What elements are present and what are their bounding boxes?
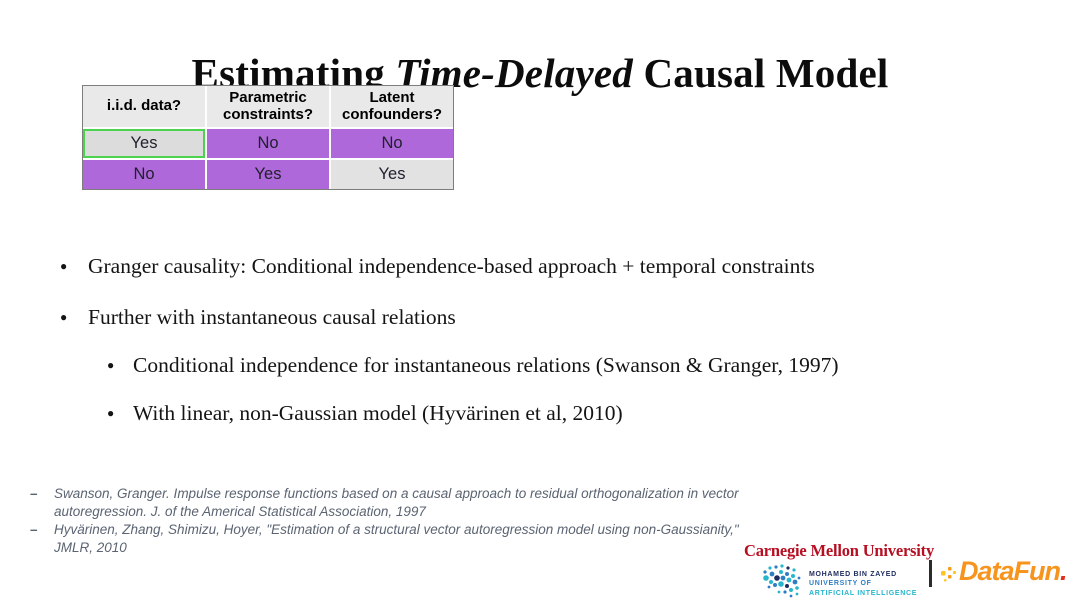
dash-icon: – <box>30 486 38 501</box>
datafun-wordmark: DataFun <box>959 556 1061 586</box>
mbzuai-dots-icon <box>760 563 802 604</box>
dash-icon: – <box>30 522 38 538</box>
slide-title: Estimating Time-Delayed Causal Model <box>0 49 1080 97</box>
datafun-logo: DataFun . <box>941 556 1068 589</box>
sub-bullet-conditional-independence: ● Conditional independence for instantan… <box>107 352 838 378</box>
bullet-text: With linear, non-Gaussian model (Hyvärin… <box>133 401 623 425</box>
bullet-text: Granger causality: Conditional independe… <box>88 254 815 278</box>
bullet-granger-causality: ● Granger causality: Conditional indepen… <box>60 253 815 279</box>
reference-text: Hyvärinen, Zhang, Shimizu, Hoyer, "Estim… <box>54 522 739 555</box>
table-cell-r1c2: No <box>207 129 329 158</box>
reference-list: – Swanson, Granger. Impulse response fun… <box>30 485 742 557</box>
bullet-instantaneous-relations: ● Further with instantaneous causal rela… <box>60 304 456 330</box>
table-header-latent-confounders: Latent confounders? <box>331 86 453 127</box>
bullet-text: Conditional independence for instantaneo… <box>133 353 839 377</box>
assumptions-table: i.i.d. data? Parametric constraints? Lat… <box>82 85 454 190</box>
mbzuai-line2: UNIVERSITY OF <box>809 580 872 587</box>
bullet-icon: ● <box>60 310 68 324</box>
mbzuai-logo: MOHAMED BIN ZAYED UNIVERSITY OF ARTIFICI… <box>760 563 917 604</box>
table-cell-r1c3: No <box>331 129 453 158</box>
bullet-text: Further with instantaneous causal relati… <box>88 305 456 329</box>
table-cell-r1c1-selected: Yes <box>83 129 205 158</box>
table-header-iid-data: i.i.d. data? <box>83 86 205 127</box>
bullet-icon: ● <box>60 259 68 273</box>
sub-bullet-linear-non-gaussian: ● With linear, non-Gaussian model (Hyvär… <box>107 400 623 426</box>
table-cell-r2c1: No <box>83 160 205 189</box>
bullet-icon: ● <box>107 358 115 372</box>
mbzuai-line3: ARTIFICIAL INTELLIGENCE <box>809 589 918 597</box>
table-cell-r2c2: Yes <box>207 160 329 189</box>
cmu-logo: Carnegie Mellon University <box>744 541 935 560</box>
bullet-icon: ● <box>107 406 115 420</box>
datafun-pixels-icon <box>941 562 957 589</box>
reference-item-swanson-granger: – Swanson, Granger. Impulse response fun… <box>30 485 742 520</box>
title-trailing: Causal Model <box>633 50 889 97</box>
mbzuai-line1: MOHAMED BIN ZAYED <box>809 570 897 578</box>
mbzuai-wordmark: MOHAMED BIN ZAYED UNIVERSITY OF ARTIFICI… <box>809 571 917 597</box>
datafun-period: . <box>1060 556 1068 586</box>
logo-divider-bar <box>929 560 932 587</box>
table-cell-r2c3: Yes <box>331 160 453 189</box>
table-header-parametric-constraints: Parametric constraints? <box>207 86 329 127</box>
reference-item-hyvarinen: – Hyvärinen, Zhang, Shimizu, Hoyer, "Est… <box>30 521 742 556</box>
reference-text: Swanson, Granger. Impulse response funct… <box>54 486 739 519</box>
